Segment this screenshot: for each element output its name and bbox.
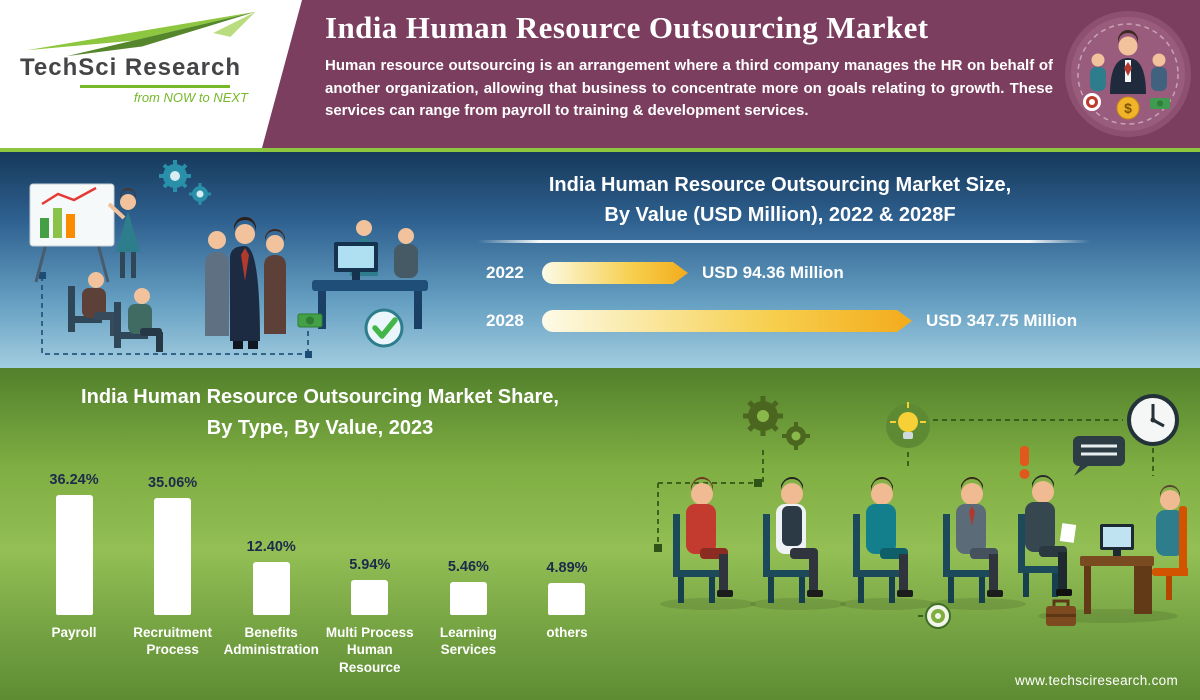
audience-figures: [68, 272, 163, 352]
exclamation-icon: [1019, 446, 1030, 479]
market-share-title-line2: By Type, By Value, 2023: [206, 417, 434, 439]
value-bar: [55, 495, 93, 615]
brand-tagline: from NOW to NEXT: [133, 90, 248, 105]
gears-icon: [159, 160, 211, 205]
bar-category-label: Payroll: [51, 625, 97, 640]
brand-name: TechSci Research: [20, 54, 241, 81]
person-figure: [1151, 53, 1167, 91]
website-link[interactable]: www.techsciresearch.com: [1015, 673, 1178, 688]
value-bar: [542, 262, 688, 284]
hiring-desk-scene: [1018, 475, 1188, 614]
value-bar: [449, 582, 487, 615]
market-share-column: 36.24% Payroll: [28, 472, 120, 680]
svg-text:$: $: [1124, 100, 1132, 116]
value-bar: [351, 580, 389, 615]
market-size-title-line1: India Human Resource Outsourcing Market …: [548, 174, 1012, 196]
speech-bubble-icon: [1073, 436, 1125, 476]
bar-category-label: Multi Process Human Resource: [325, 625, 414, 675]
market-share-title: India Human Resource Outsourcing Market …: [30, 382, 610, 444]
value-bar: [548, 583, 586, 615]
bar-percent-label: 5.46%: [447, 559, 489, 575]
page-description: Human resource outsourcing is an arrange…: [325, 57, 1053, 119]
market-size-bar-row: 2028 USD 347.75 Million: [486, 310, 1077, 332]
value-bar: [252, 562, 290, 615]
banknote-icon: [297, 313, 323, 328]
market-share-column: 4.89% others: [521, 560, 613, 680]
standing-group: [205, 217, 286, 349]
header-people-badge: $: [1065, 11, 1191, 137]
header-main: India Human Resource Outsourcing Market …: [325, 10, 1053, 123]
market-size-section: India Human Resource Outsourcing Market …: [0, 152, 1200, 368]
logo-arrow-icon: [26, 11, 256, 57]
desk-scene: [312, 220, 428, 329]
bar-value-label: USD 94.36 Million: [702, 263, 844, 282]
bar-percent-label: 35.06%: [148, 475, 198, 491]
target-icon: [925, 603, 951, 629]
logo-area: TechSci Research from NOW to NEXT: [0, 0, 302, 148]
seated-person: [853, 477, 913, 603]
dashed-connectors: [41, 276, 309, 355]
market-size-bars: 2022 USD 94.36 Million 2028 USD 347.75 Mill…: [486, 262, 1077, 358]
market-share-column: 35.06% Recruitment Process: [127, 475, 219, 680]
value-bar: [154, 498, 192, 615]
green-accent-divider: [0, 148, 1200, 152]
boss-figure: [1110, 30, 1146, 94]
seated-person: [673, 477, 733, 603]
hr-presentation-illustration: [29, 160, 428, 358]
banknote-icon: [1150, 98, 1170, 109]
header: TechSci Research from NOW to NEXT India …: [0, 0, 1200, 148]
bar-percent-label: 4.89%: [546, 560, 588, 576]
bar-category-label: Benefits Administration: [223, 625, 319, 658]
bar-category-label: 2022: [486, 263, 524, 282]
bar-value-label: USD 347.75 Million: [926, 311, 1078, 330]
briefcase-icon: [1046, 599, 1076, 626]
bar-percent-label: 5.94%: [349, 557, 391, 573]
check-badge-icon: [364, 308, 404, 348]
seated-person: [943, 477, 1003, 603]
market-size-title: India Human Resource Outsourcing Market …: [460, 170, 1100, 230]
clock-icon: [1127, 394, 1179, 446]
target-icon: [1083, 93, 1101, 111]
presenter-figure: [107, 188, 140, 278]
seated-person: [763, 477, 823, 603]
market-share-section: India Human Resource Outsourcing Market …: [0, 368, 1200, 700]
bar-category-label: others: [546, 625, 588, 640]
flipchart: [29, 183, 115, 283]
bar-percent-label: 12.40%: [246, 539, 296, 555]
lightbulb-icon: [886, 402, 930, 448]
market-share-column: 5.94% Multi Process Human Resource: [324, 557, 416, 680]
value-bar: [542, 310, 912, 332]
bar-percent-label: 36.24%: [49, 472, 99, 488]
brand-underline: [80, 85, 230, 88]
gears-icon: [743, 396, 810, 450]
market-share-bars: 36.24% Payroll 35.06% Recruitment Process 12…: [28, 450, 613, 680]
dollar-coin-icon: $: [1116, 96, 1140, 120]
market-size-bar-row: 2022 USD 94.36 Million: [486, 262, 1077, 284]
bar-category-label: 2028: [486, 311, 524, 330]
bar-category-label: Learning Services: [439, 625, 497, 658]
market-share-title-line1: India Human Resource Outsourcing Market …: [81, 386, 559, 408]
bar-category-label: Recruitment Process: [133, 625, 212, 658]
market-size-title-line2: By Value (USD Million), 2022 & 2028F: [604, 204, 956, 226]
market-share-column: 5.46% Learning Services: [422, 559, 514, 680]
title-divider-line: [478, 240, 1090, 243]
page-title: India Human Resource Outsourcing Market: [325, 10, 929, 45]
market-share-column: 12.40% Benefits Administration: [223, 539, 319, 680]
person-figure: [1090, 53, 1106, 91]
interview-illustration: [654, 394, 1188, 629]
